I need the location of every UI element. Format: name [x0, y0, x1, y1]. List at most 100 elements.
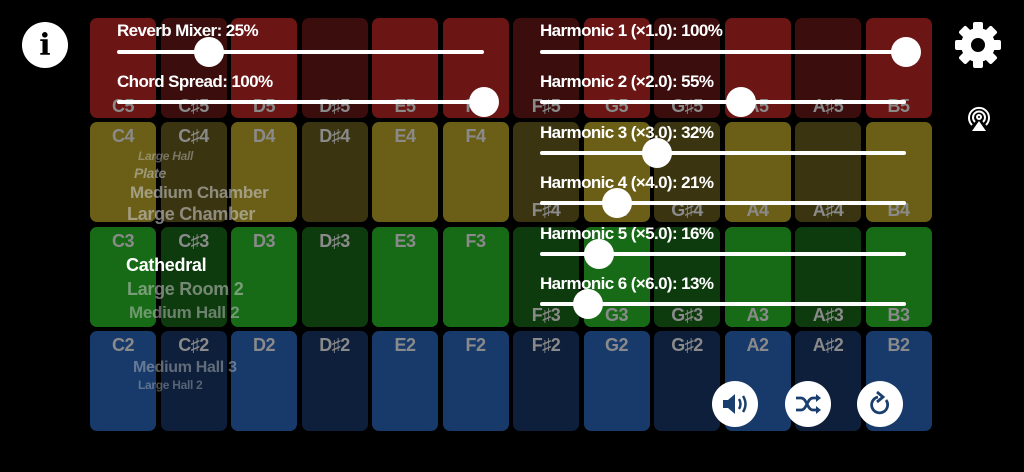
- gear-icon: [955, 22, 1001, 68]
- key-label: A♯4: [812, 200, 844, 220]
- key-label: D3: [252, 231, 276, 251]
- key-label: F♯4: [531, 200, 561, 220]
- key-label: A3: [746, 305, 769, 325]
- slider-thumb[interactable]: [642, 138, 673, 168]
- key-label: A♯5: [812, 96, 844, 116]
- key-g-sharp-4[interactable]: G♯4: [654, 122, 720, 222]
- key-label: E5: [394, 96, 416, 116]
- key-d3[interactable]: D3: [231, 227, 297, 327]
- key-f-sharp-4[interactable]: F♯4: [513, 122, 579, 222]
- key-f4[interactable]: F4: [442, 122, 509, 222]
- reverb-option[interactable]: Plate: [134, 165, 166, 181]
- key-label: F3: [465, 231, 486, 251]
- reset-button[interactable]: [857, 381, 903, 427]
- reverb-option[interactable]: Large Room 2: [127, 279, 244, 299]
- key-label: G5: [604, 96, 629, 116]
- key-label: G♯3: [671, 305, 703, 325]
- slider-thumb[interactable]: [469, 87, 499, 117]
- slider-track[interactable]: [117, 100, 484, 104]
- reverb-option-selected[interactable]: Cathedral: [126, 255, 207, 275]
- reverb-option[interactable]: Medium Hall 2: [129, 303, 240, 322]
- slider-label: Chord Spread: 100%: [117, 72, 273, 91]
- key-label: G3: [604, 305, 629, 325]
- key-g-sharp-3[interactable]: G♯3: [654, 227, 720, 327]
- key-label: C♯5: [178, 96, 209, 116]
- slider-label: Harmonic 6 (×6.0): 13%: [540, 274, 714, 293]
- slider-track[interactable]: [117, 50, 484, 54]
- key-label: A♯2: [812, 335, 844, 355]
- reverb-option[interactable]: Large Chamber: [127, 204, 256, 224]
- key-label: D♯2: [319, 335, 350, 355]
- key-d2[interactable]: D2: [231, 331, 297, 431]
- key-c4[interactable]: C4: [90, 122, 156, 222]
- slider-thumb[interactable]: [193, 37, 224, 67]
- key-label: F2: [465, 335, 486, 355]
- slider-label: Reverb Mixer: 25%: [117, 21, 259, 40]
- key-d4[interactable]: D4: [231, 122, 297, 222]
- slider-track[interactable]: [540, 151, 906, 155]
- slider-label: Harmonic 1 (×1.0): 100%: [540, 21, 723, 40]
- key-g2[interactable]: G2: [583, 331, 650, 431]
- slider-track[interactable]: [540, 302, 906, 306]
- key-e3[interactable]: E3: [372, 227, 438, 327]
- reverb-option[interactable]: Medium Hall 3: [133, 359, 237, 376]
- slider-thumb[interactable]: [726, 87, 757, 117]
- key-f-sharp-2[interactable]: F♯2: [513, 331, 579, 431]
- reverb-option[interactable]: Medium Chamber: [130, 183, 269, 202]
- key-b4[interactable]: B4: [865, 122, 932, 222]
- reverb-option[interactable]: Large Hall: [138, 149, 194, 163]
- shuffle-button[interactable]: [785, 381, 831, 427]
- key-c2[interactable]: C2: [90, 331, 156, 431]
- key-label: E3: [394, 231, 416, 251]
- key-label: B4: [887, 200, 910, 220]
- reverb-option[interactable]: Large Hall 2: [138, 378, 203, 392]
- key-label: A2: [746, 335, 769, 355]
- keyboard-grid: C5C♯5D5D♯5E5F5F♯5G5G♯5A5A♯5B5C4C♯4D4D♯4E…: [90, 18, 934, 432]
- key-e4[interactable]: E4: [372, 122, 438, 222]
- key-g-sharp-2[interactable]: G♯2: [654, 331, 720, 431]
- slider-track[interactable]: [540, 50, 906, 54]
- slider-label: Harmonic 4 (×4.0): 21%: [540, 173, 714, 192]
- airplay-button[interactable]: [964, 103, 994, 133]
- slider-label: Harmonic 2 (×2.0): 55%: [540, 72, 714, 91]
- settings-button[interactable]: [954, 21, 1002, 69]
- key-a-sharp-4[interactable]: A♯4: [795, 122, 861, 222]
- key-label: E4: [394, 126, 416, 146]
- slider-track[interactable]: [540, 201, 906, 205]
- rotate-icon: [870, 390, 889, 415]
- key-a-sharp-3[interactable]: A♯3: [795, 227, 861, 327]
- info-button[interactable]: i: [22, 22, 68, 68]
- key-label: B5: [887, 96, 910, 116]
- slider-thumb[interactable]: [572, 289, 603, 319]
- key-d-sharp-3[interactable]: D♯3: [301, 227, 368, 327]
- key-c-sharp-3[interactable]: C♯3: [160, 227, 227, 327]
- key-f-sharp-3[interactable]: F♯3: [513, 227, 579, 327]
- key-f3[interactable]: F3: [442, 227, 509, 327]
- key-label: G♯2: [671, 335, 703, 355]
- key-e2[interactable]: E2: [372, 331, 438, 431]
- slider-thumb[interactable]: [583, 239, 614, 269]
- airplay-icon: [968, 106, 990, 131]
- key-a3[interactable]: A3: [724, 227, 791, 327]
- slider-thumb[interactable]: [891, 37, 921, 67]
- key-label: C♯3: [178, 231, 209, 251]
- key-label: G♯5: [671, 96, 703, 116]
- key-label: D♯5: [319, 96, 350, 116]
- key-label: C♯2: [178, 335, 209, 355]
- key-c-sharp-2[interactable]: C♯2: [160, 331, 227, 431]
- key-c3[interactable]: C3: [90, 227, 156, 327]
- slider-thumb[interactable]: [601, 188, 632, 218]
- key-label: F♯5: [531, 96, 561, 116]
- key-d-sharp-2[interactable]: D♯2: [301, 331, 368, 431]
- key-b3[interactable]: B3: [865, 227, 932, 327]
- key-d-sharp-4[interactable]: D♯4: [301, 122, 368, 222]
- slider-label: Harmonic 3 (×3.0): 32%: [540, 123, 714, 142]
- key-label: G2: [604, 335, 629, 355]
- key-label: B3: [887, 305, 910, 325]
- slider-track[interactable]: [540, 100, 906, 104]
- slider-track[interactable]: [540, 252, 906, 256]
- sound-button[interactable]: [712, 381, 758, 427]
- key-c-sharp-4[interactable]: C♯4: [160, 122, 227, 222]
- key-a4[interactable]: A4: [724, 122, 791, 222]
- key-f2[interactable]: F2: [442, 331, 509, 431]
